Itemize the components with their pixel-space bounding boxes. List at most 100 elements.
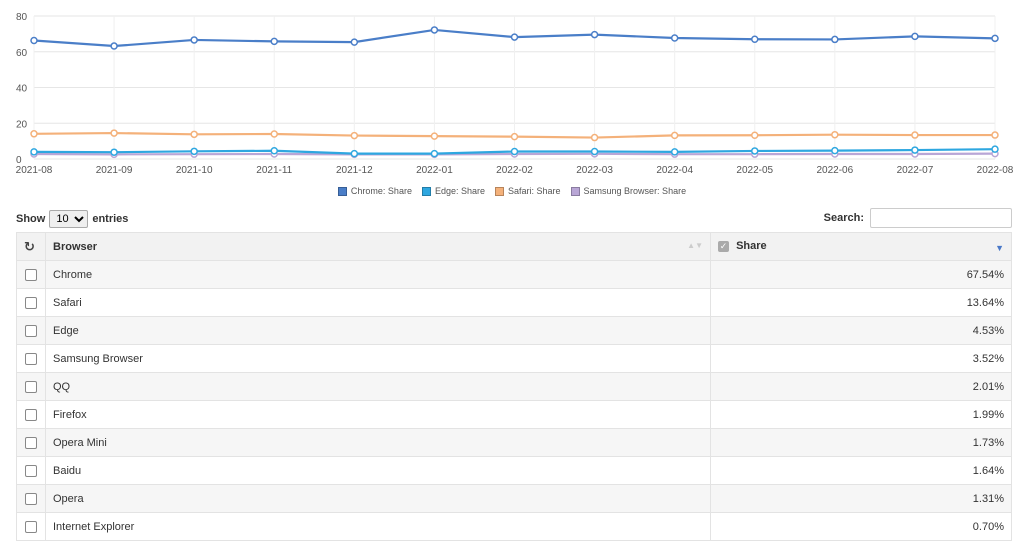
row-checkbox[interactable] — [25, 520, 37, 533]
legend-swatch — [421, 186, 431, 196]
row-checkbox-cell[interactable] — [16, 288, 46, 317]
data-point — [190, 36, 198, 44]
data-point — [110, 42, 118, 50]
row-checkbox-cell[interactable] — [16, 372, 46, 401]
sort-icon[interactable]: ▲▼ — [687, 240, 703, 250]
x-tick-label: 2022-08 — [977, 165, 1014, 176]
legend-label: Samsung Browser: Share — [583, 186, 687, 196]
x-tick-label: 2021-10 — [176, 165, 213, 176]
share-cell: 1.31% — [710, 484, 1012, 513]
legend-label: Chrome: Share — [350, 186, 412, 196]
legend-swatch — [495, 186, 504, 196]
table-row[interactable]: Firefox 1.99% — [16, 400, 1012, 429]
table-row[interactable]: Edge 4.53% — [16, 316, 1012, 345]
x-tick-label: 2022-06 — [816, 165, 853, 176]
data-point — [590, 147, 599, 156]
x-tick-label: 2022-03 — [576, 165, 613, 176]
row-checkbox[interactable] — [25, 492, 37, 505]
row-checkbox-cell[interactable] — [16, 344, 46, 373]
row-checkbox[interactable] — [25, 324, 37, 337]
row-checkbox-cell[interactable] — [16, 260, 46, 289]
share-line-chart: 80 60 40 20 0 2021-08 2021-09 2021-10 2021-11 202… — [0, 0, 1024, 200]
browser-cell: Firefox — [45, 400, 711, 429]
table-row[interactable]: Opera Mini 1.73% — [16, 428, 1012, 457]
row-checkbox[interactable] — [25, 380, 37, 393]
data-point — [831, 146, 839, 155]
table-header-row: ↻ Browser ▲▼ ✓ Share ▼ — [16, 232, 1012, 261]
row-checkbox-cell[interactable] — [16, 484, 46, 513]
data-point — [110, 148, 118, 156]
data-point — [510, 147, 519, 156]
legend-item[interactable]: Edge: Share — [421, 183, 485, 199]
legend-label: Safari: Share — [508, 186, 561, 196]
data-point — [590, 133, 599, 142]
browser-cell: Chrome — [45, 260, 711, 289]
x-tick-label: 2022-01 — [416, 165, 453, 176]
data-point — [350, 149, 359, 158]
share-cell: 67.54% — [710, 260, 1012, 289]
browser-column-header[interactable]: Browser ▲▼ — [45, 232, 711, 261]
legend-item[interactable]: Chrome: Share — [337, 183, 412, 199]
browser-share-table: ↻ Browser ▲▼ ✓ Share ▼ Chrome 67.54% Safar… — [16, 232, 1012, 541]
table-row[interactable]: Opera 1.31% — [16, 484, 1012, 513]
table-row[interactable]: Chrome 67.54% — [16, 260, 1012, 289]
row-checkbox[interactable] — [25, 296, 37, 309]
data-point — [430, 26, 439, 34]
search-input[interactable] — [870, 208, 1012, 228]
data-point — [270, 130, 278, 138]
row-checkbox[interactable] — [25, 436, 37, 449]
table-row[interactable]: Safari 13.64% — [16, 288, 1012, 317]
browser-cell: Baidu — [45, 456, 711, 485]
data-point — [110, 129, 118, 137]
row-checkbox-cell[interactable] — [16, 316, 46, 345]
checkbox-checked-icon[interactable]: ✓ — [718, 240, 729, 252]
browser-cell: Internet Explorer — [45, 512, 711, 541]
y-tick-label: 0 — [16, 155, 22, 166]
browser-cell: QQ — [45, 372, 711, 401]
row-checkbox-cell[interactable] — [16, 428, 46, 457]
y-tick-label: 40 — [16, 84, 28, 95]
show-label: Show — [16, 213, 46, 225]
legend-label: Edge: Share — [434, 186, 485, 196]
table-row[interactable]: Baidu 1.64% — [16, 456, 1012, 485]
data-point — [30, 148, 38, 156]
entries-select[interactable]: 10 — [49, 210, 89, 228]
data-point — [670, 131, 679, 140]
share-cell: 2.01% — [710, 372, 1012, 401]
row-checkbox[interactable] — [25, 352, 37, 365]
y-tick-label: 80 — [16, 12, 28, 23]
y-tick-label: 60 — [16, 48, 28, 59]
row-checkbox[interactable] — [25, 408, 37, 421]
share-cell: 1.73% — [710, 428, 1012, 457]
row-checkbox[interactable] — [25, 464, 37, 477]
browser-cell: Opera Mini — [45, 428, 711, 457]
legend-item[interactable]: Samsung Browser: Share — [570, 183, 687, 199]
sort-desc-icon[interactable]: ▼ — [995, 243, 1004, 253]
row-checkbox-cell[interactable] — [16, 512, 46, 541]
legend-item[interactable]: Safari: Share — [495, 183, 561, 199]
refresh-header-cell[interactable]: ↻ — [16, 232, 46, 261]
row-checkbox-cell[interactable] — [16, 456, 46, 485]
data-point — [350, 38, 359, 46]
table-row[interactable]: QQ 2.01% — [16, 372, 1012, 401]
data-point — [30, 130, 38, 138]
share-header-label: Share — [736, 240, 767, 252]
table-row[interactable]: Samsung Browser 3.52% — [16, 344, 1012, 373]
refresh-icon[interactable]: ↻ — [24, 238, 35, 254]
data-point — [911, 146, 919, 154]
data-point — [510, 33, 519, 41]
share-column-header[interactable]: ✓ Share ▼ — [710, 232, 1012, 261]
row-checkbox-cell[interactable] — [16, 400, 46, 429]
data-point — [190, 147, 198, 156]
row-checkbox[interactable] — [25, 268, 37, 281]
x-tick-label: 2021-09 — [96, 165, 133, 176]
x-tick-label: 2022-04 — [656, 165, 693, 176]
data-point — [831, 35, 839, 44]
show-entries-control: Show 10 entries — [16, 210, 128, 228]
data-point — [831, 130, 839, 139]
search-area: Search: — [824, 208, 1012, 228]
entries-label: entries — [92, 213, 129, 225]
data-point — [270, 37, 278, 46]
table-row[interactable]: Internet Explorer 0.70% — [16, 512, 1012, 541]
